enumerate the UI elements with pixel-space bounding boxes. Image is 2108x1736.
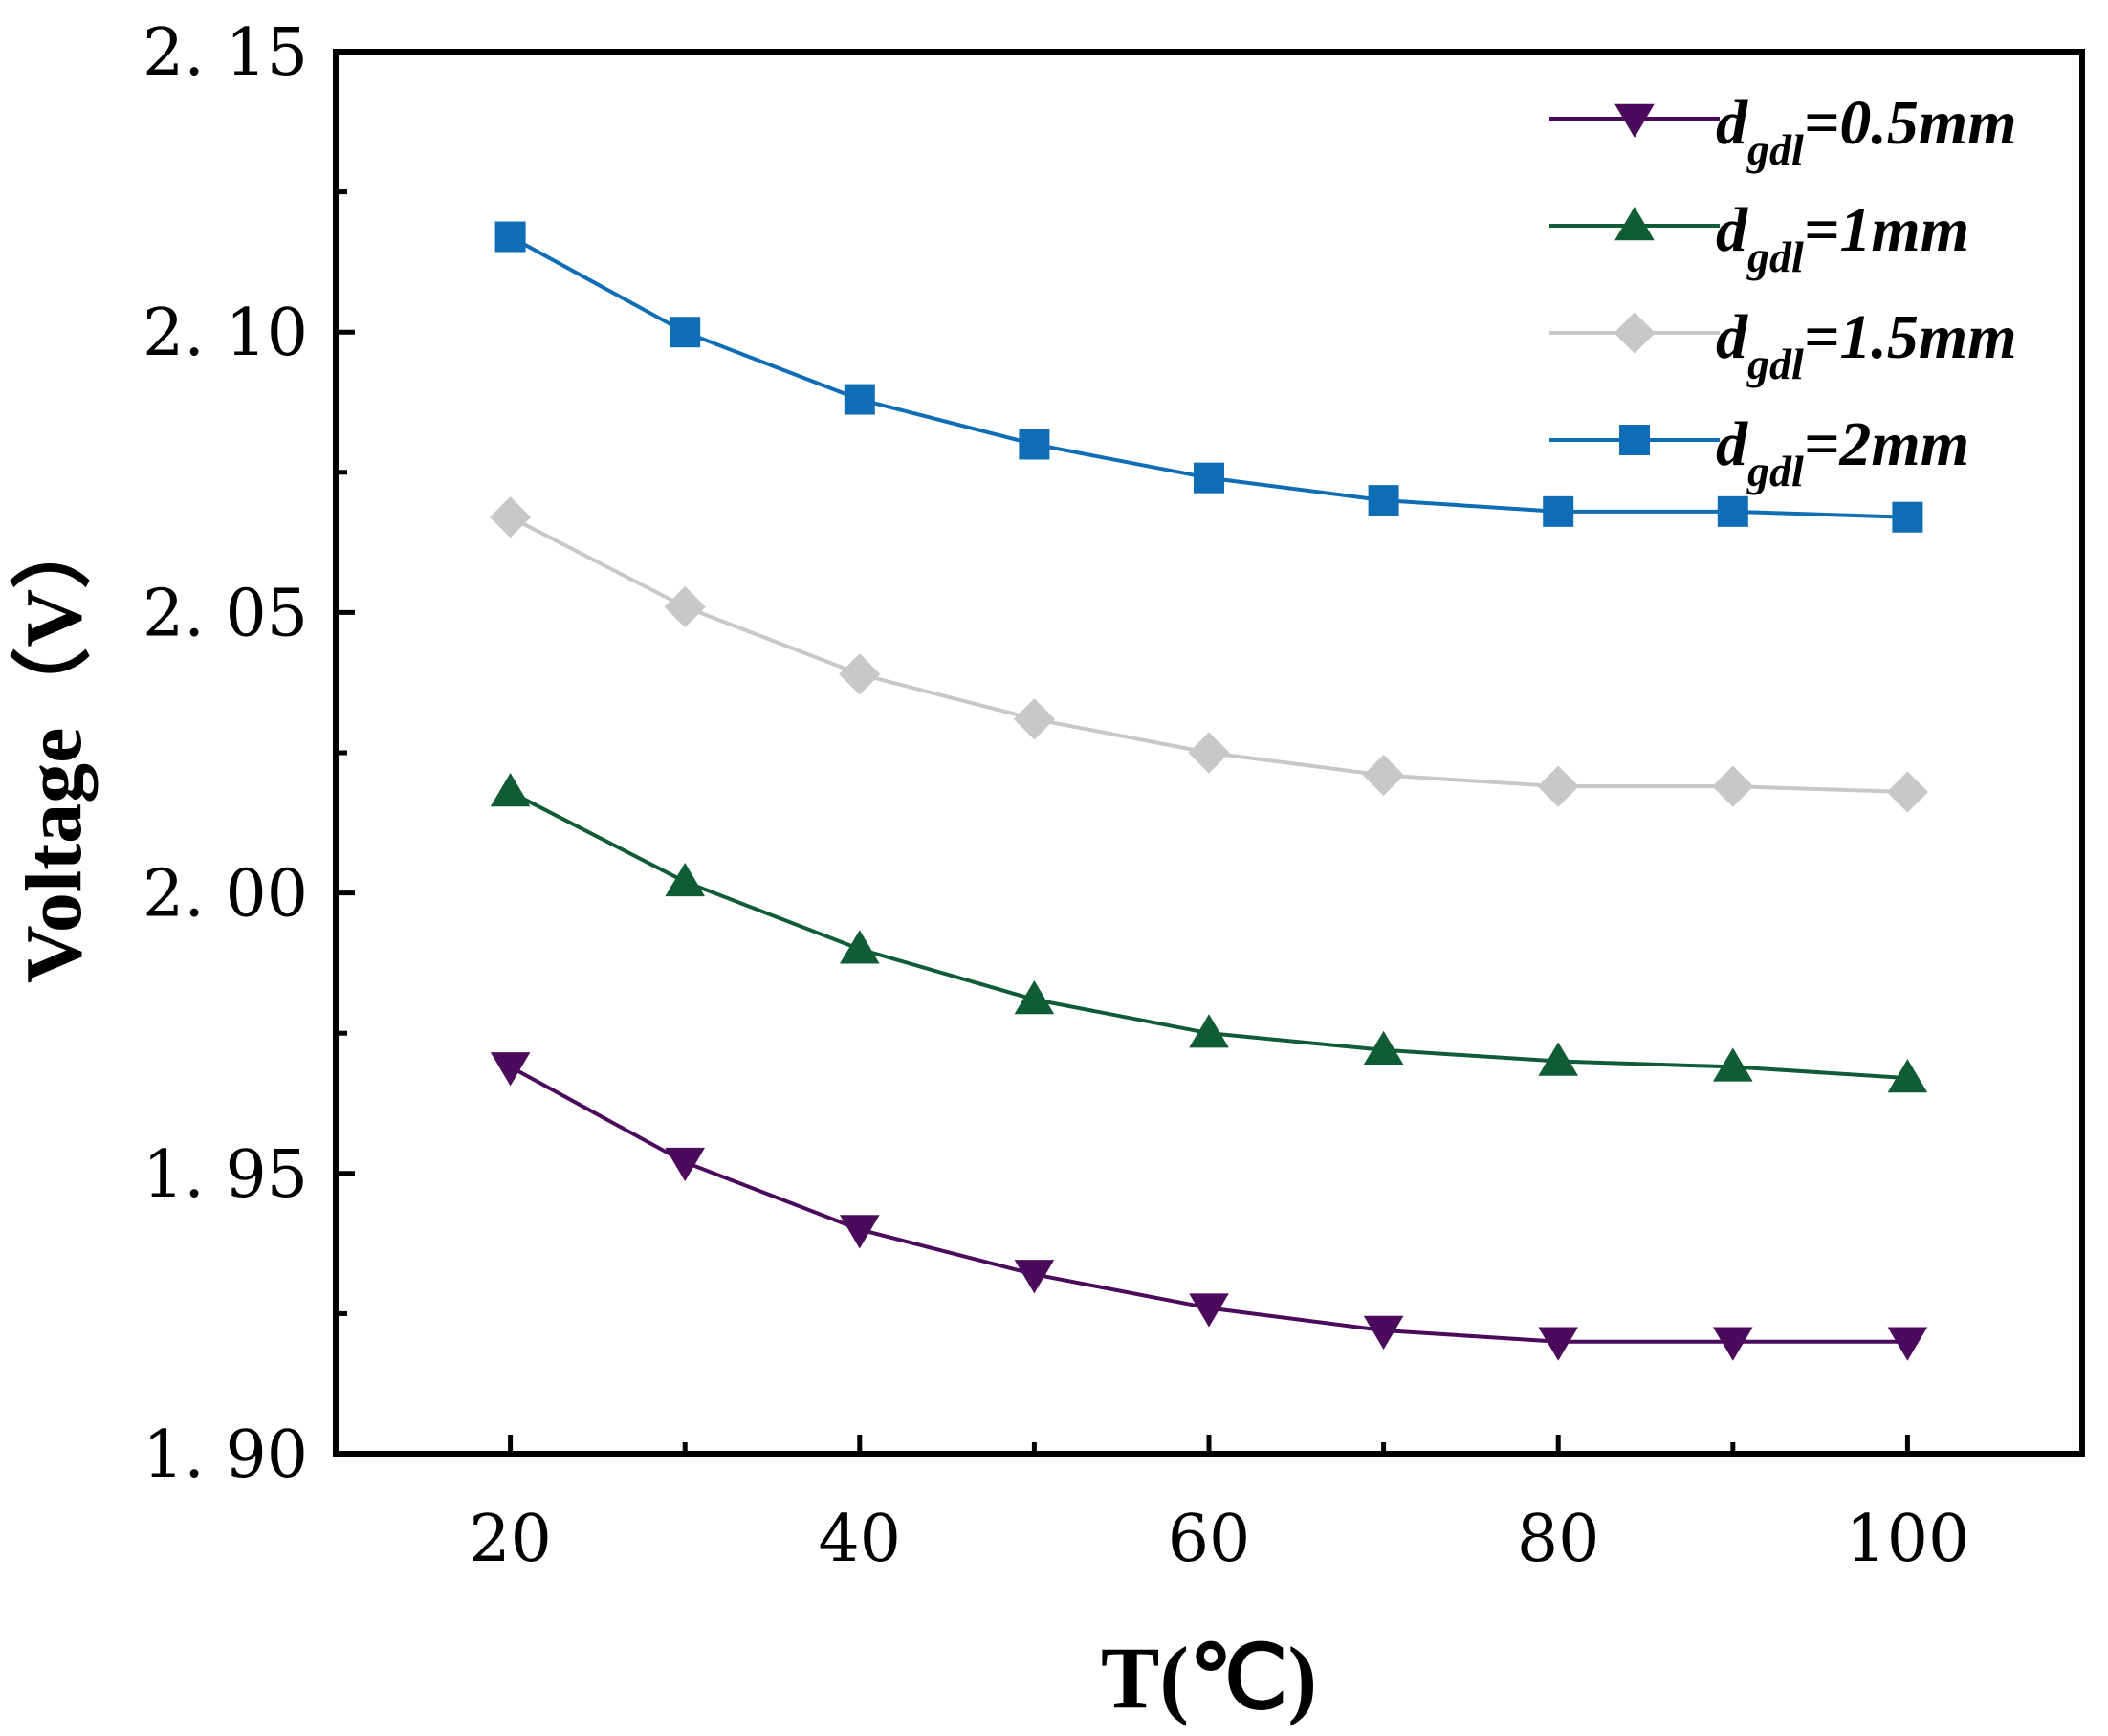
data-point (490, 496, 532, 538)
legend-item: dgdl=2mm (1549, 409, 1969, 495)
data-point (664, 585, 706, 628)
y-tick-label: 2. 05 (143, 576, 308, 651)
legend-label: dgdl=0.5mm (1716, 88, 2017, 174)
data-point (1368, 485, 1399, 516)
data-point (1712, 765, 1754, 807)
data-point (1013, 698, 1055, 740)
legend-label: dgdl=2mm (1716, 409, 1969, 495)
legend-item: dgdl=0.5mm (1549, 88, 2017, 174)
x-axis-title: T(℃) (1101, 1629, 1317, 1726)
data-point (1538, 1327, 1578, 1361)
data-point (665, 1147, 705, 1182)
legend-label: dgdl=1mm (1716, 195, 1969, 281)
data-point (490, 773, 531, 807)
legend: dgdl=0.5mm dgdl=1mm dgdl=1.5mm dgdl=2mm (1549, 88, 2017, 495)
y-tick-label: 2. 10 (143, 296, 308, 371)
data-point (1188, 732, 1230, 774)
legend-item: dgdl=1.5mm (1549, 302, 2017, 388)
x-tick-label: 100 (1846, 1502, 1970, 1577)
y-tick-label: 1. 95 (143, 1137, 308, 1213)
data-point (1713, 1327, 1753, 1361)
y-tick-label: 2. 00 (143, 857, 308, 933)
data-point (1014, 980, 1055, 1015)
x-tick-label: 60 (1168, 1502, 1251, 1577)
data-point (1717, 495, 1748, 527)
legend-marker (1619, 425, 1650, 455)
data-point (1543, 495, 1574, 527)
x-tick-label: 20 (469, 1502, 552, 1577)
legend-item: dgdl=1mm (1549, 195, 1969, 281)
x-tick-label: 80 (1517, 1502, 1600, 1577)
y-tick-label: 1. 90 (143, 1417, 308, 1493)
plot-frame (333, 49, 2085, 1457)
data-point (844, 384, 875, 415)
data-point (1014, 1260, 1055, 1294)
data-point (1363, 1315, 1404, 1350)
legend-label: dgdl=1.5mm (1716, 302, 2017, 388)
data-point (1537, 765, 1579, 807)
data-point (1887, 1059, 1928, 1093)
legend-marker (1614, 103, 1655, 138)
series-1 (490, 1052, 1928, 1361)
data-point (840, 930, 880, 964)
data-point (670, 317, 701, 348)
data-point (839, 653, 881, 695)
axis-ticks (336, 49, 1910, 1457)
tick-labels: 20 40 60 80 100 1. 90 1. 95 2. 00 2. 05 2. 10 2. 1… (143, 15, 1969, 1577)
data-point (1886, 771, 1928, 813)
data-point (1363, 754, 1405, 797)
data-point (1713, 1047, 1753, 1082)
data-point (490, 1052, 531, 1087)
series-2 (490, 773, 1928, 1093)
series-3 (490, 496, 1928, 813)
data-point (494, 221, 526, 253)
data-point (1189, 1014, 1229, 1048)
data-point (840, 1215, 880, 1249)
series-layer (490, 221, 1928, 1361)
data-point (1892, 501, 1923, 533)
data-point (1887, 1327, 1928, 1361)
data-point (665, 862, 705, 897)
data-point (1194, 462, 1224, 494)
data-point (1019, 429, 1050, 460)
data-point (1363, 1030, 1404, 1065)
legend-marker (1614, 312, 1656, 354)
legend-marker (1614, 207, 1655, 241)
y-tick-label: 2. 15 (143, 15, 308, 91)
x-tick-label: 40 (819, 1502, 902, 1577)
data-point (1189, 1293, 1229, 1328)
data-point (1538, 1042, 1578, 1076)
y-axis-title: Voltage（V） (10, 509, 99, 983)
series-4 (494, 221, 1923, 533)
